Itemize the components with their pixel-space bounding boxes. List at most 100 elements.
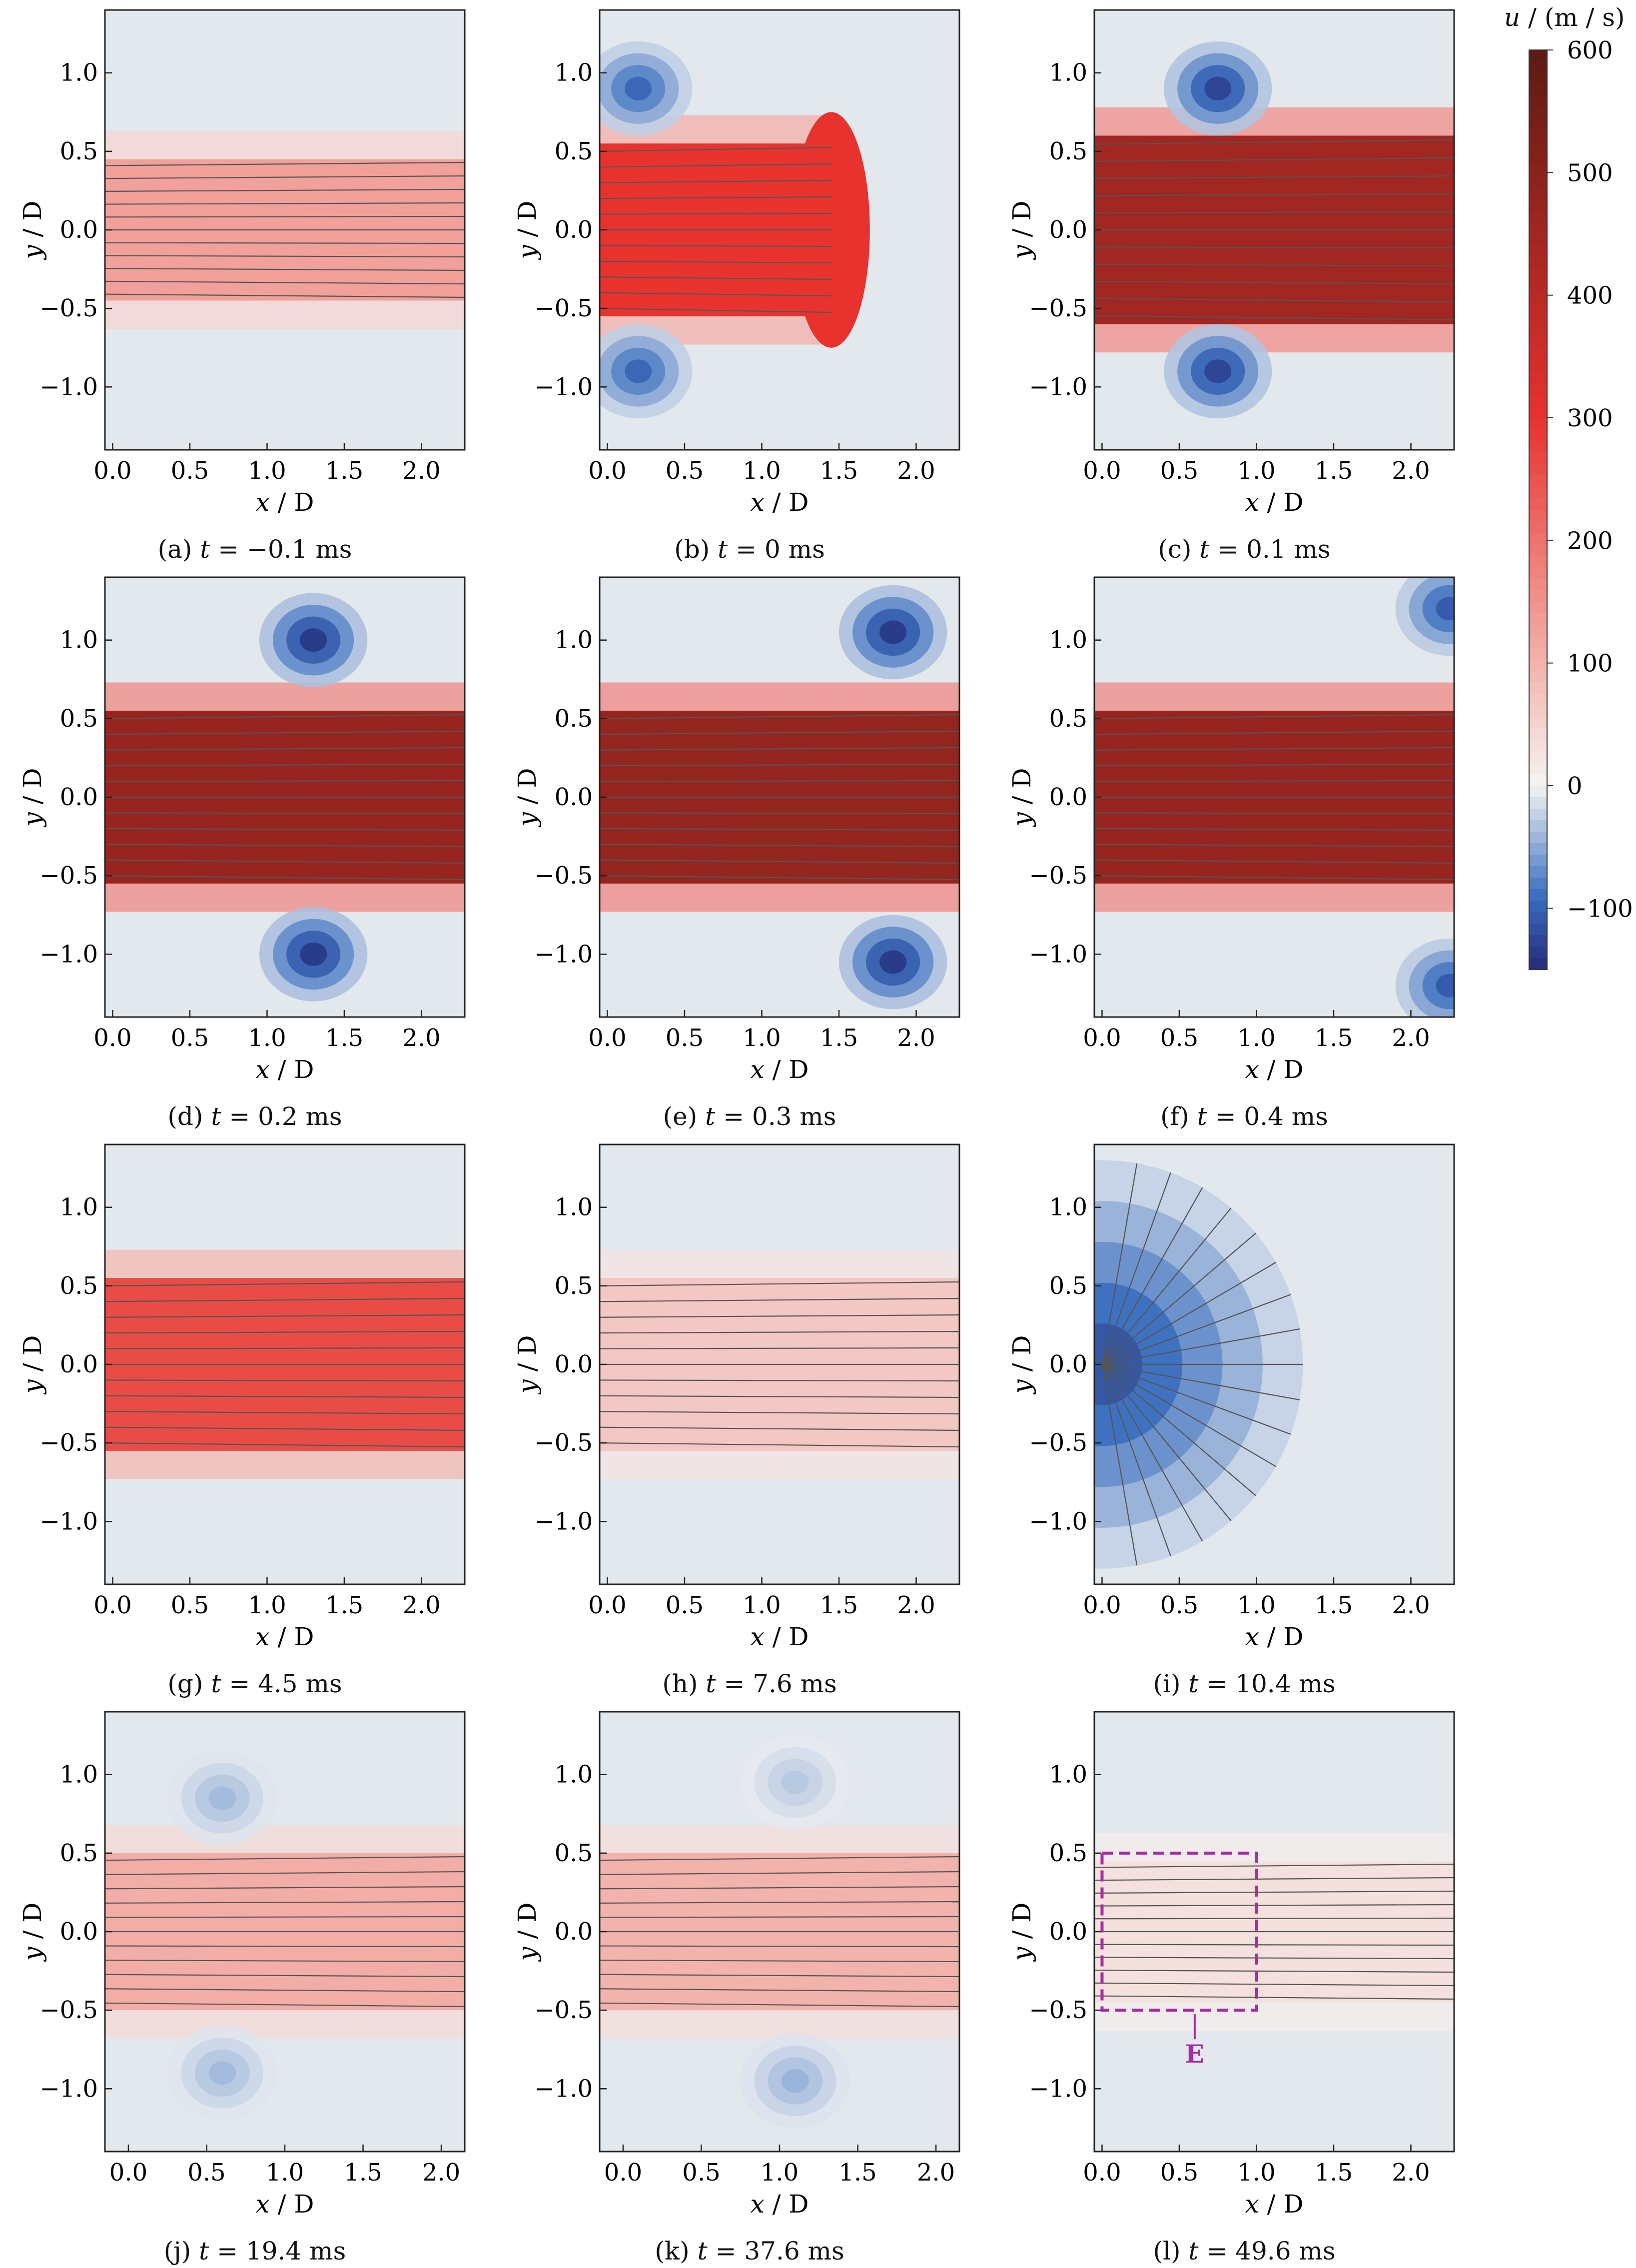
vortex-2 — [879, 950, 907, 974]
x-axis-label: x / D — [751, 2190, 809, 2219]
colorbar-segment — [1529, 418, 1547, 430]
colorbar-segment — [1529, 96, 1547, 108]
colorbar-segment — [1529, 786, 1547, 798]
y-tick-label: −0.5 — [39, 1429, 98, 1457]
caption-rest: = 0 ms — [728, 535, 825, 564]
x-tick-label: 1.0 — [761, 2159, 799, 2187]
streamline — [105, 161, 465, 166]
streamline — [600, 292, 831, 297]
heatmap-k: 0.0 0.5 1.0 1.5 2.0 1.0 0.5 0.0 −0.5 −1.0 x / D y /… — [513, 1711, 960, 2219]
panel-caption-g: (g) t = 4.5 ms — [15, 1669, 495, 1698]
y-tick-label: 1.0 — [60, 626, 98, 654]
colorbar-segment — [1529, 682, 1547, 694]
streamline — [105, 1297, 465, 1302]
y-tick-label: −0.5 — [534, 1996, 593, 2024]
colorbar-title: u / (m / s) — [1504, 3, 1625, 32]
y-tick-label: 0.0 — [1049, 1350, 1087, 1378]
streamline — [1094, 139, 1454, 145]
caption-rest: = 7.6 ms — [716, 1669, 837, 1698]
streamline — [105, 1886, 465, 1890]
x-tick-label: 1.0 — [248, 457, 286, 485]
x-tick-label: 0.5 — [1160, 457, 1198, 485]
x-tick-label: 1.5 — [820, 1024, 858, 1052]
streamline — [105, 2002, 465, 2008]
colorbar-tick-label: 500 — [1567, 159, 1613, 187]
x-tick-label: 1.5 — [1315, 1591, 1353, 1619]
panel-caption-d: (d) t = 0.2 ms — [15, 1102, 495, 1131]
x-tick-label: 1.0 — [1237, 457, 1275, 485]
plot-area-j — [105, 1712, 465, 2152]
streamline — [1102, 1294, 1291, 1365]
x-tick-label: 1.0 — [743, 1591, 781, 1619]
x-tick-label: 0.0 — [93, 1024, 131, 1052]
y-tick-label: 0.0 — [1049, 1918, 1087, 1946]
colorbar-segment — [1529, 176, 1547, 188]
caption-var: t — [211, 1102, 221, 1131]
y-axis-label: y / D — [513, 201, 542, 260]
streamline — [1101, 1364, 1232, 1521]
streamline — [105, 844, 465, 848]
colorbar-segment — [1529, 429, 1547, 441]
colorbar-segment — [1529, 475, 1547, 487]
x-axis-label: x / D — [751, 1055, 809, 1084]
x-tick-label: 0.0 — [1083, 2159, 1121, 2187]
caption-prefix: (h) — [662, 1669, 706, 1698]
y-tick-label: 1.0 — [555, 626, 593, 654]
caption-prefix: (c) — [1158, 535, 1200, 564]
streamline — [105, 812, 465, 815]
colorbar-segment — [1529, 406, 1547, 418]
x-tick-label: 2.0 — [422, 2159, 460, 2187]
y-tick-label: 1.0 — [555, 1761, 593, 1789]
x-tick-label: 1.5 — [1315, 457, 1353, 485]
x-axis-label: x / D — [751, 488, 809, 517]
caption-var: t — [697, 2237, 708, 2266]
colorbar-segment — [1529, 579, 1547, 591]
x-tick-label: 0.5 — [1160, 1024, 1198, 1052]
y-tick-label: 0.0 — [555, 1918, 593, 1946]
y-tick-label: −1.0 — [534, 2075, 593, 2103]
colorbar-segment — [1529, 280, 1547, 292]
y-tick-label: 0.5 — [1049, 137, 1087, 165]
heatmap-j: 0.0 0.5 1.0 1.5 2.0 1.0 0.5 0.0 −0.5 −1.0 x / D y /… — [18, 1711, 466, 2219]
x-tick-label: 2.0 — [917, 2159, 955, 2187]
streamline — [600, 212, 831, 215]
x-tick-label: 1.0 — [1237, 2159, 1275, 2187]
panel-caption-i: (i) t = 10.4 ms — [1004, 1669, 1484, 1698]
streamline — [1101, 1187, 1203, 1365]
streamline — [1094, 763, 1454, 767]
y-tick-label: 0.5 — [1049, 1272, 1087, 1300]
y-tick-label: −0.5 — [534, 294, 593, 322]
colorbar-segment — [1529, 728, 1547, 740]
x-tick-label: 0.0 — [1083, 457, 1121, 485]
caption-rest: = 4.5 ms — [221, 1669, 342, 1698]
caption-prefix: (e) — [663, 1102, 706, 1131]
colorbar-segment — [1529, 912, 1547, 924]
colorbar-segment — [1529, 107, 1547, 119]
streamline — [1101, 1364, 1256, 1496]
streamline — [105, 763, 465, 767]
streamline — [105, 1411, 465, 1415]
y-axis-label: y / D — [1007, 1335, 1036, 1395]
vortex-1 — [781, 1770, 809, 1794]
colorbar-segment — [1529, 234, 1547, 246]
caption-var: t — [705, 1102, 716, 1131]
y-tick-label: −1.0 — [1029, 940, 1087, 968]
streamline — [1102, 1363, 1300, 1401]
streamline — [600, 146, 831, 152]
colorbar-segment — [1529, 165, 1547, 177]
caption-prefix: (f) — [1160, 1102, 1197, 1131]
streamline — [600, 1945, 959, 1948]
colorbar-segment — [1529, 763, 1547, 775]
colorbar-tick-label: 100 — [1567, 650, 1613, 678]
streamline — [600, 1395, 959, 1398]
y-axis-label: y / D — [513, 1335, 542, 1395]
y-tick-label: −1.0 — [534, 373, 593, 401]
colorbar-segment — [1529, 84, 1547, 96]
caption-prefix: (a) — [157, 535, 200, 564]
panel-caption-b: (b) t = 0 ms — [510, 535, 989, 564]
colorbar-segment — [1529, 889, 1547, 901]
panel-j: 0.0 0.5 1.0 1.5 2.0 1.0 0.5 0.0 −0.5 −1.0 x / D y /… — [15, 1702, 495, 2267]
colorbar-segment — [1529, 119, 1547, 131]
streamline — [1094, 1877, 1454, 1881]
y-tick-label: 0.0 — [1049, 216, 1087, 244]
